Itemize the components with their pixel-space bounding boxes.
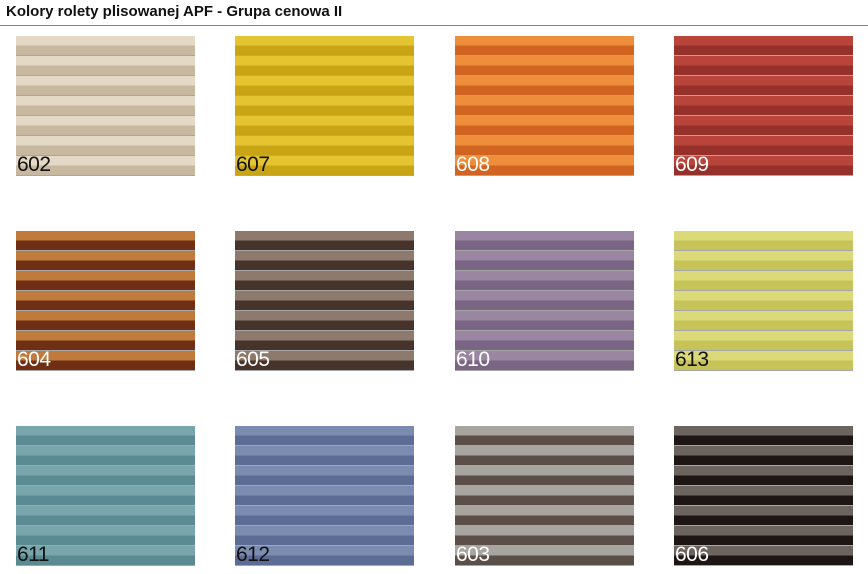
color-swatch-612[interactable]: 612 [235,426,414,566]
color-swatch-605[interactable]: 605 [235,231,414,371]
swatch-code: 604 [17,348,51,371]
swatch-code: 606 [675,543,709,566]
color-swatch-610[interactable]: 610 [455,231,634,371]
divider [0,25,868,26]
color-swatch-604[interactable]: 604 [16,231,195,371]
color-swatch-602[interactable]: 602 [16,36,195,176]
swatch-code: 608 [456,153,490,176]
swatch-code: 605 [236,348,270,371]
swatch-code: 611 [17,543,49,566]
swatch-code: 607 [236,153,270,176]
color-swatch-606[interactable]: 606 [674,426,853,566]
color-swatch-607[interactable]: 607 [235,36,414,176]
swatch-code: 612 [236,543,270,566]
swatch-code: 613 [675,348,709,371]
color-swatch-611[interactable]: 611 [16,426,195,566]
page-title: Kolory rolety plisowanej APF - Grupa cen… [6,3,343,20]
swatch-code: 602 [17,153,51,176]
swatch-code: 603 [456,543,490,566]
swatch-code: 610 [456,348,490,371]
color-swatch-613[interactable]: 613 [674,231,853,371]
color-swatch-603[interactable]: 603 [455,426,634,566]
color-swatch-608[interactable]: 608 [455,36,634,176]
swatch-code: 609 [675,153,709,176]
color-swatch-609[interactable]: 609 [674,36,853,176]
